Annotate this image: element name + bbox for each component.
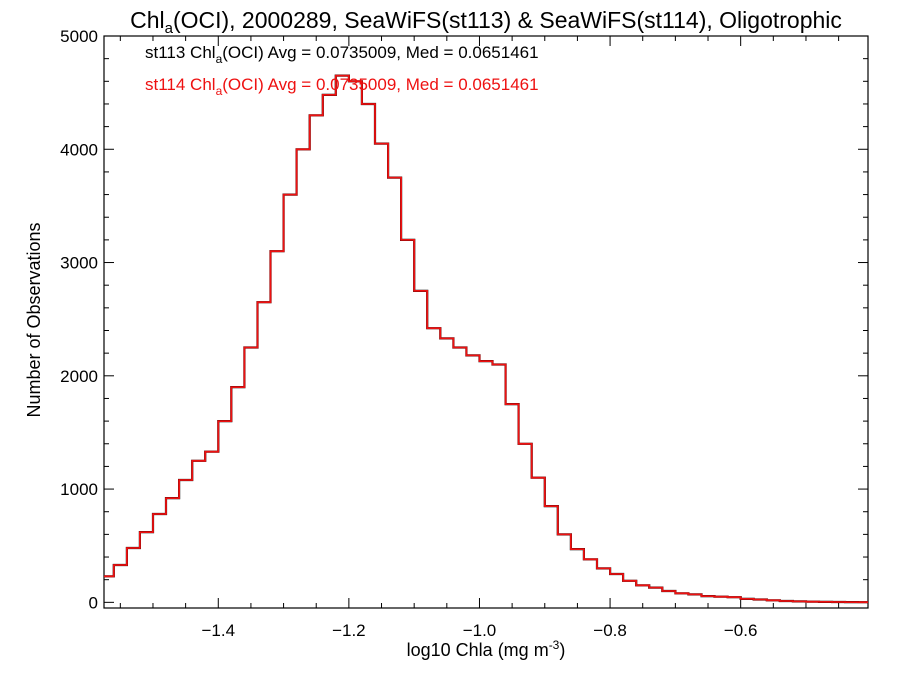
chart-title-subscript: a — [165, 20, 174, 37]
x-tick-label: −0.8 — [593, 621, 627, 640]
x-tick-label: −0.6 — [724, 621, 758, 640]
y-tick-label: 1000 — [60, 480, 98, 499]
x-axis-label-text: log10 Chla (mg m — [407, 640, 549, 660]
y-tick-label: 5000 — [60, 27, 98, 46]
y-tick-label: 3000 — [60, 254, 98, 273]
annotation-subscript: a — [216, 52, 223, 66]
x-axis-label-superscript: -3 — [549, 638, 560, 652]
x-tick-label: −1.2 — [332, 621, 366, 640]
annotation-st114: st114 Chla(OCI) Avg = 0.0735009, Med = 0… — [145, 75, 539, 98]
annotation-rest: (OCI) Avg = 0.0735009, Med = 0.0651461 — [222, 75, 538, 94]
series-line-st114 — [104, 74, 868, 604]
annotation-prefix: st114 Chl — [145, 75, 216, 94]
chart-title-rest: (OCI), 2000289, SeaWiFS(st113) & SeaWiFS… — [173, 7, 842, 33]
chart-title: Chla(OCI), 2000289, SeaWiFS(st113) & Sea… — [130, 7, 842, 37]
x-axis-label: log10 Chla (mg m-3) — [407, 638, 566, 660]
chart-title-prefix: Chl — [130, 7, 165, 33]
y-tick-label: 2000 — [60, 367, 98, 386]
annotation-rest: (OCI) Avg = 0.0735009, Med = 0.0651461 — [222, 43, 538, 62]
x-axis-label-end: ) — [559, 640, 565, 660]
plot-frame — [103, 35, 869, 609]
y-tick-label: 4000 — [60, 140, 98, 159]
series-line-st113 — [104, 74, 868, 604]
annotation-st113: st113 Chla(OCI) Avg = 0.0735009, Med = 0… — [145, 43, 539, 66]
plot-area: −1.4 −1.2 −1.0 −0.8 −0.6 0 1000 2000 3000 4000 500… — [60, 27, 869, 640]
annotation-subscript: a — [216, 84, 223, 98]
x-tick-label: −1.4 — [201, 621, 235, 640]
y-tick-label: 0 — [89, 593, 98, 612]
y-axis-label: Number of Observations — [24, 222, 44, 417]
annotations: st113 Chla(OCI) Avg = 0.0735009, Med = 0… — [145, 43, 539, 98]
x-tick-label: −1.0 — [463, 621, 497, 640]
annotation-prefix: st113 Chl — [145, 43, 216, 62]
